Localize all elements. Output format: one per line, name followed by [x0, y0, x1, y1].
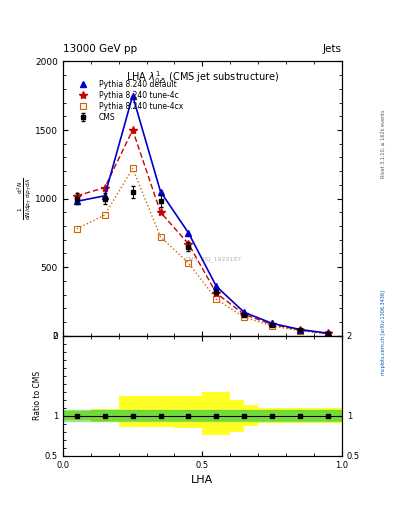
Pythia 8.240 tune-4cx: [75, 226, 79, 232]
Text: 13000 GeV pp: 13000 GeV pp: [63, 44, 137, 54]
Pythia 8.240 tune-4c: [102, 184, 107, 190]
Pythia 8.240 tune-4cx: [102, 212, 107, 218]
Pythia 8.240 default: [102, 193, 107, 199]
Pythia 8.240 default: [298, 327, 303, 333]
Bar: [63, 410, 342, 421]
Pythia 8.240 tune-4cx: [326, 331, 331, 337]
Line: Pythia 8.240 tune-4c: Pythia 8.240 tune-4c: [73, 126, 332, 338]
X-axis label: LHA: LHA: [191, 475, 213, 485]
Y-axis label: $\frac{1}{\mathrm{d}N/\mathrm{d}p_T}\,\frac{\mathrm{d}^2 N}{\mathrm{d}p_T\,\math: $\frac{1}{\mathrm{d}N/\mathrm{d}p_T}\,\f…: [16, 177, 34, 220]
Pythia 8.240 tune-4c: [326, 330, 331, 336]
Line: Pythia 8.240 tune-4cx: Pythia 8.240 tune-4cx: [74, 165, 331, 336]
Pythia 8.240 tune-4cx: [242, 314, 247, 320]
Pythia 8.240 tune-4cx: [214, 296, 219, 303]
Pythia 8.240 default: [186, 230, 191, 236]
Pythia 8.240 tune-4c: [270, 322, 275, 328]
Pythia 8.240 tune-4cx: [158, 234, 163, 240]
Pythia 8.240 tune-4cx: [270, 323, 275, 329]
Pythia 8.240 tune-4c: [130, 127, 135, 133]
Line: Pythia 8.240 default: Pythia 8.240 default: [74, 93, 331, 336]
Pythia 8.240 tune-4c: [158, 209, 163, 216]
Pythia 8.240 tune-4c: [214, 290, 219, 296]
Text: LHA $\lambda^{1}_{0.5}$ (CMS jet substructure): LHA $\lambda^{1}_{0.5}$ (CMS jet substru…: [126, 70, 279, 87]
Pythia 8.240 tune-4c: [298, 327, 303, 333]
Pythia 8.240 tune-4cx: [298, 328, 303, 334]
Pythia 8.240 default: [130, 93, 135, 99]
Pythia 8.240 tune-4cx: [130, 165, 135, 172]
Text: mcplots.cern.ch [arXiv:1306.3436]: mcplots.cern.ch [arXiv:1306.3436]: [381, 290, 386, 375]
Pythia 8.240 default: [214, 283, 219, 289]
Pythia 8.240 tune-4c: [242, 311, 247, 317]
Y-axis label: Ratio to CMS: Ratio to CMS: [33, 371, 42, 420]
Pythia 8.240 default: [158, 188, 163, 195]
Pythia 8.240 default: [75, 198, 79, 204]
Pythia 8.240 default: [242, 309, 247, 315]
Text: Rivet 3.1.10, ≥ 162k events: Rivet 3.1.10, ≥ 162k events: [381, 109, 386, 178]
Text: Jets: Jets: [323, 44, 342, 54]
Pythia 8.240 default: [270, 321, 275, 327]
Pythia 8.240 tune-4cx: [186, 260, 191, 266]
Pythia 8.240 tune-4c: [186, 241, 191, 247]
Legend: Pythia 8.240 default, Pythia 8.240 tune-4c, Pythia 8.240 tune-4cx, CMS: Pythia 8.240 default, Pythia 8.240 tune-…: [72, 79, 185, 124]
Pythia 8.240 default: [326, 330, 331, 336]
Pythia 8.240 tune-4c: [75, 193, 79, 199]
Text: CMS_2SJ_1920187: CMS_2SJ_1920187: [185, 256, 242, 262]
